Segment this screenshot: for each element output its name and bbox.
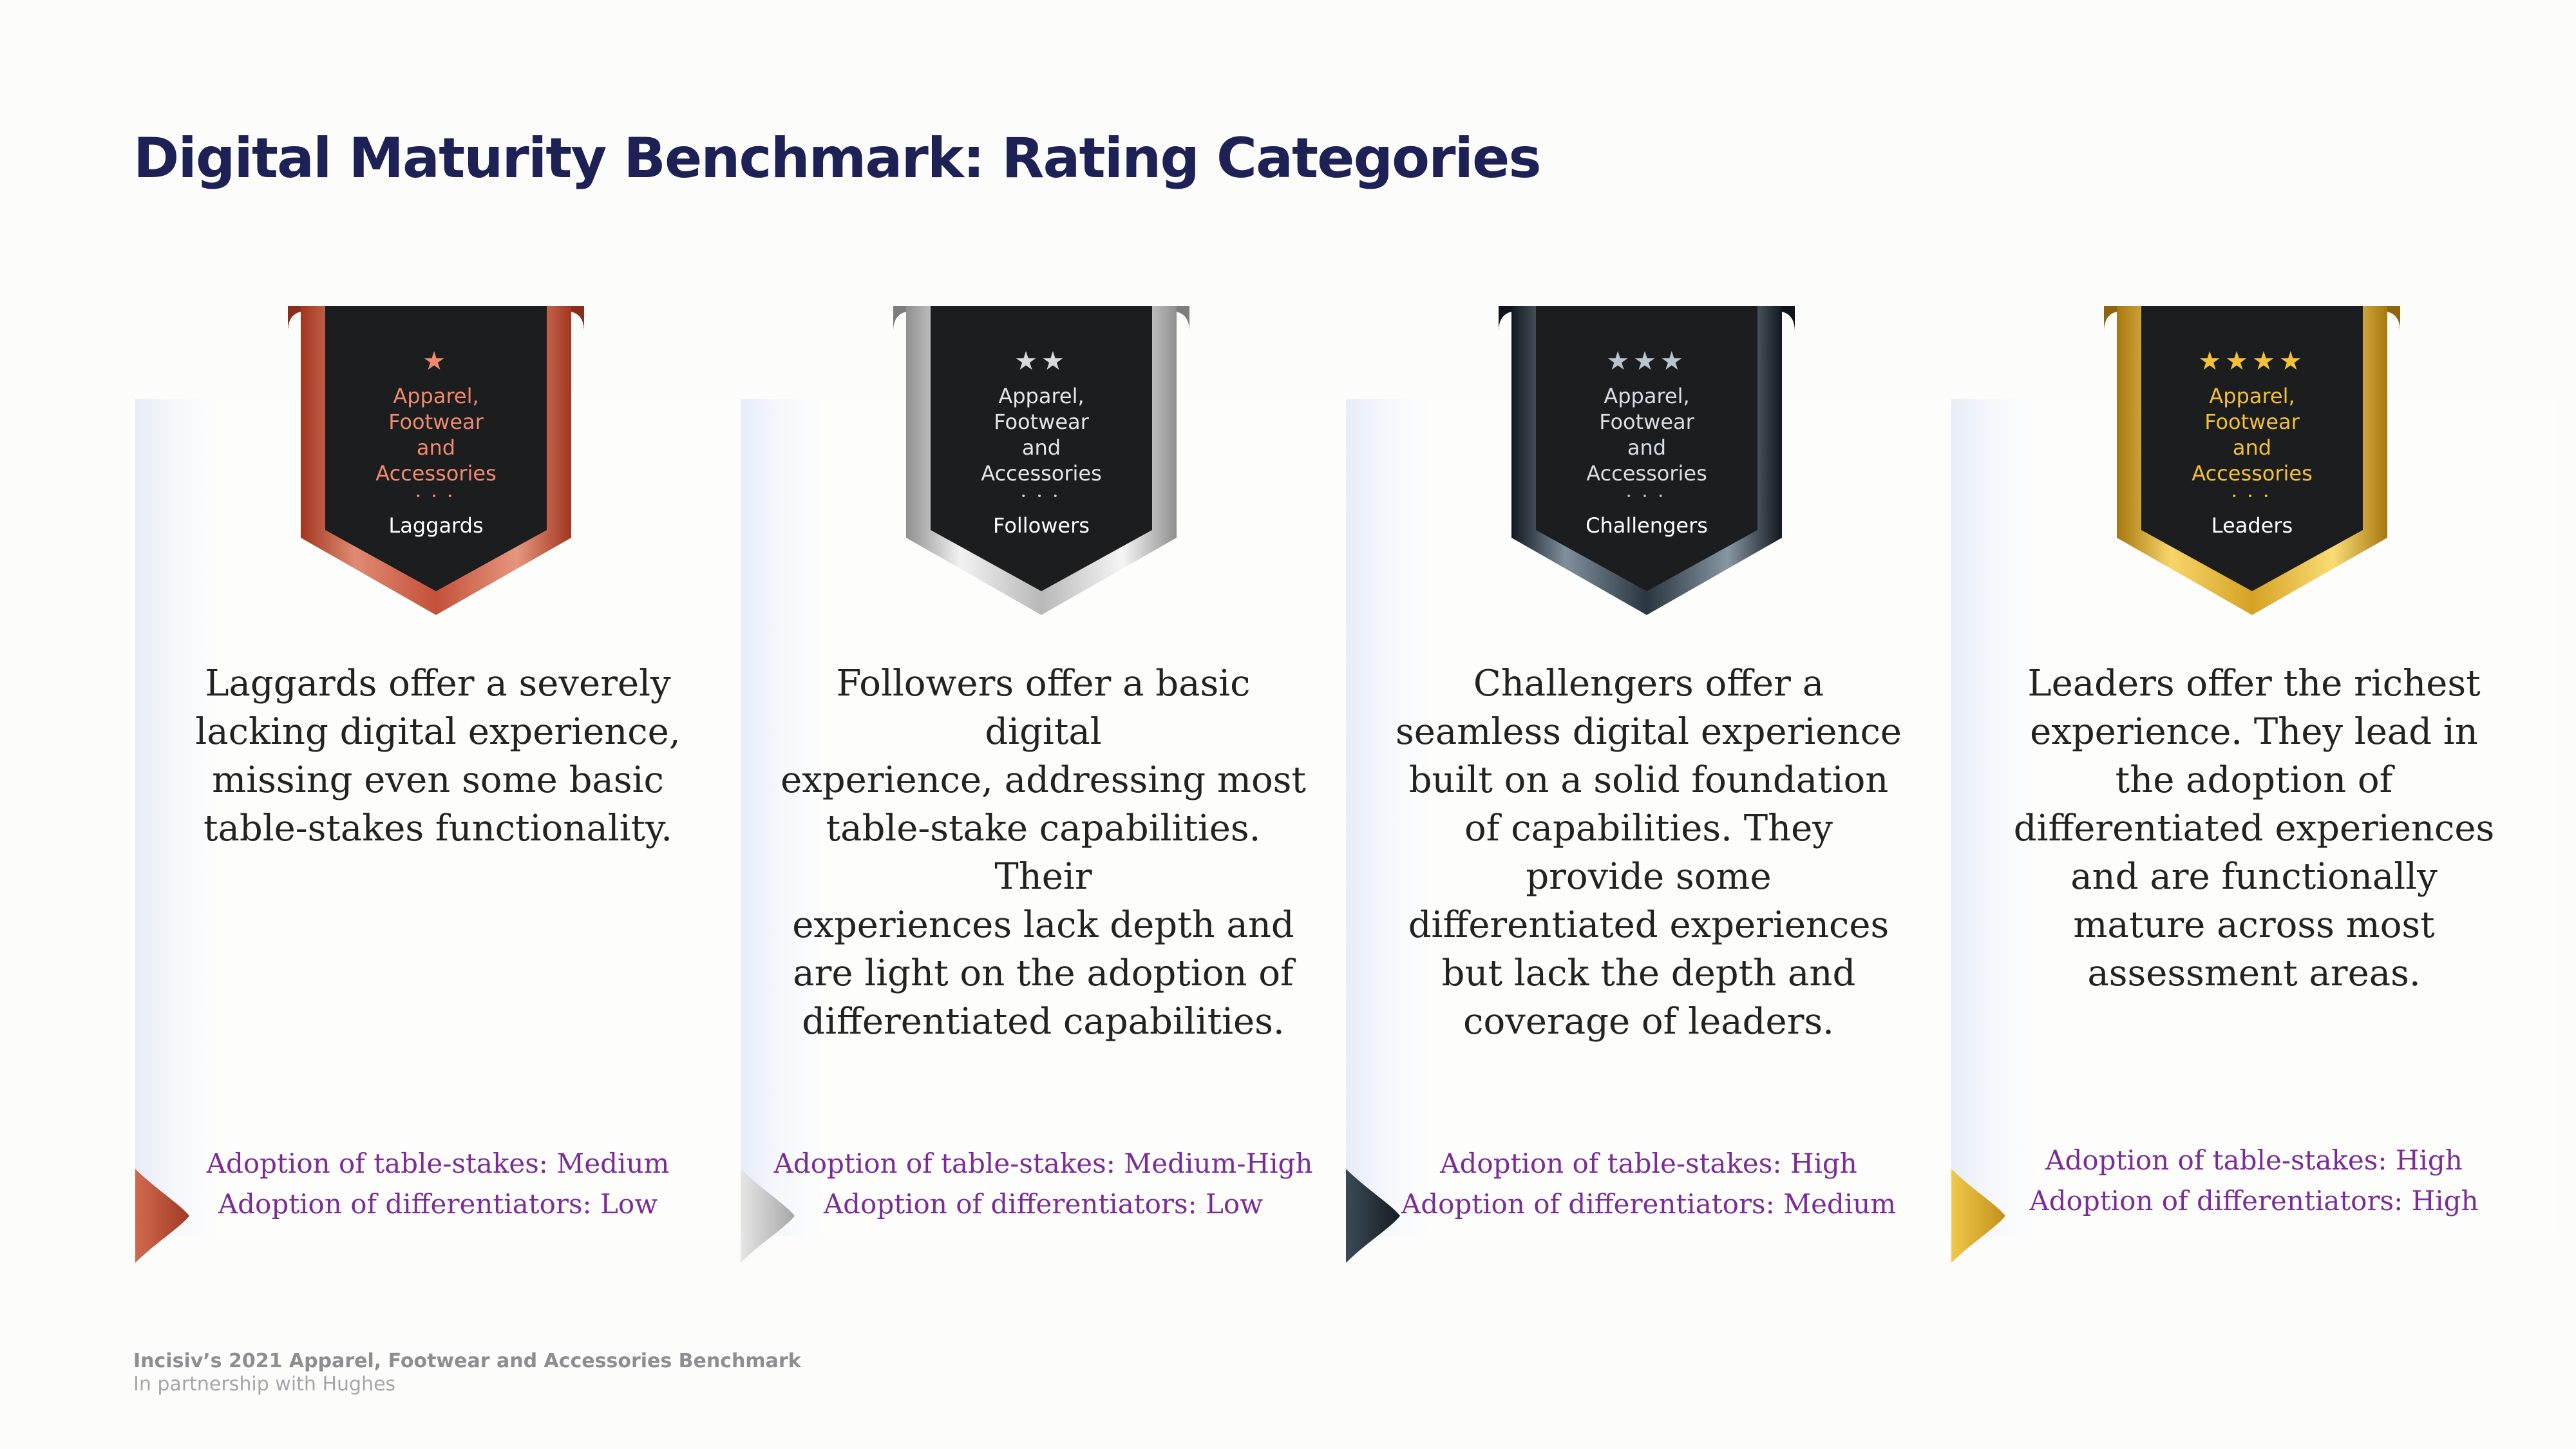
ribbon-shield-icon: [1499, 306, 1795, 615]
card-leaders: ★★★★ Apparel, Footwear and Accessories •…: [1951, 306, 2557, 1263]
adoption-summary: Adoption of table-stakes: Medium Adoptio…: [148, 1143, 728, 1224]
badge-tier-label: Challengers: [1586, 513, 1708, 538]
adoption-summary: Adoption of table-stakes: High Adoption …: [1964, 1140, 2544, 1221]
card-challengers: ★★★ Apparel, Footwear and Accessories • …: [1346, 306, 1951, 1263]
badge-separator: • • •: [1021, 491, 1062, 502]
adoption-differentiators: Adoption of differentiators: Low: [218, 1188, 658, 1220]
badge-separator: • • •: [1626, 491, 1667, 502]
badge-leaders: ★★★★ Apparel, Footwear and Accessories •…: [1951, 306, 2557, 615]
card-description: Challengers offer a seamless digital exp…: [1396, 663, 1902, 1043]
rating-stars: ★★★★: [2198, 346, 2306, 376]
adoption-differentiators: Adoption of differentiators: High: [2029, 1185, 2479, 1217]
rating-stars: ★★★: [1606, 346, 1687, 376]
rating-stars: ★: [422, 346, 450, 376]
badge-laggards: ★ Apparel, Footwear and Accessories • • …: [135, 306, 741, 615]
badge-region-label: Apparel, Footwear and Accessories: [981, 384, 1102, 486]
adoption-table-stakes: Adoption of table-stakes: Medium-High: [773, 1148, 1313, 1179]
card-laggards: ★ Apparel, Footwear and Accessories • • …: [135, 306, 741, 1263]
badge-tier-label: Leaders: [2211, 513, 2293, 538]
badge-followers: ★★ Apparel, Footwear and Accessories • •…: [741, 306, 1346, 615]
badge-separator: • • •: [415, 491, 457, 502]
adoption-table-stakes: Adoption of table-stakes: Medium: [206, 1148, 670, 1179]
ribbon-shield-icon: [288, 306, 584, 615]
rating-stars: ★★: [1014, 346, 1068, 376]
adoption-summary: Adoption of table-stakes: Medium-High Ad…: [753, 1143, 1333, 1224]
card-notch: [135, 1169, 189, 1263]
badge-region-label: Apparel, Footwear and Accessories: [1586, 384, 1707, 486]
card-description: Leaders offer the richest experience. Th…: [2013, 663, 2495, 994]
badge-region-label: Apparel, Footwear and Accessories: [375, 384, 497, 486]
adoption-table-stakes: Adoption of table-stakes: High: [2045, 1144, 2463, 1176]
card-description: Laggards offer a severely lacking digita…: [195, 663, 681, 849]
ribbon-shield-icon: [893, 306, 1189, 615]
adoption-summary: Adoption of table-stakes: High Adoption …: [1359, 1143, 1938, 1224]
page-title: Digital Maturity Benchmark: Rating Categ…: [133, 126, 1542, 191]
badge-challengers: ★★★ Apparel, Footwear and Accessories • …: [1346, 306, 1951, 615]
ribbon-shield-icon: [2104, 306, 2400, 615]
footer-subtitle: In partnership with Hughes: [133, 1373, 396, 1396]
badge-tier-label: Laggards: [388, 513, 484, 538]
adoption-table-stakes: Adoption of table-stakes: High: [1440, 1148, 1857, 1179]
badge-region-label: Apparel, Footwear and Accessories: [2192, 384, 2313, 486]
card-notch: [741, 1169, 795, 1263]
badge-tier-label: Followers: [993, 513, 1090, 538]
card-notch: [1951, 1169, 2005, 1263]
card-notch: [1346, 1169, 1400, 1263]
badge-separator: • • •: [2231, 491, 2273, 502]
card-description: Followers offer a basic digital experien…: [781, 663, 1306, 1043]
footer-title: Incisiv’s 2021 Apparel, Footwear and Acc…: [133, 1350, 801, 1372]
adoption-differentiators: Adoption of differentiators: Low: [823, 1188, 1264, 1220]
card-followers: ★★ Apparel, Footwear and Accessories • •…: [741, 306, 1346, 1263]
adoption-differentiators: Adoption of differentiators: Medium: [1401, 1188, 1897, 1220]
